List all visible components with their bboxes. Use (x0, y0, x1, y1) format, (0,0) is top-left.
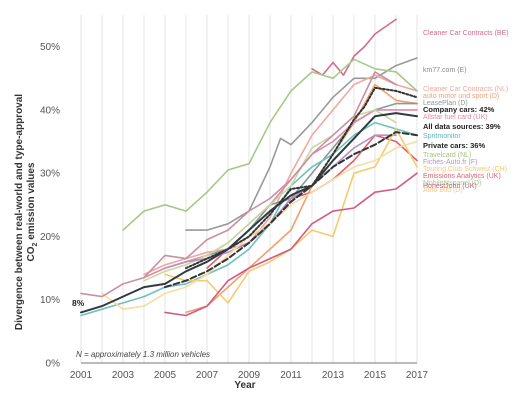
x-tick-label: 2011 (280, 370, 302, 381)
legend-item: LeasePlan (D) (423, 100, 468, 107)
legend-item: Company cars: 42% (423, 105, 495, 114)
legend-item: All data sources: 39% (423, 122, 501, 131)
x-axis-ticks: 2001 2003 2005 2007 2009 2011 2013 2015 2017 (70, 370, 429, 381)
y-axis-title: Divergence between real-world and type-a… (14, 94, 39, 330)
legend-item: HonestJohn (UK) (423, 183, 477, 190)
x-tick-label: 2013 (322, 370, 345, 381)
legend-item: Mobilitätspanel (D) (423, 180, 481, 187)
legend-item: Emissions Analytics (UK) (423, 173, 501, 180)
y-tick-label: 40% (40, 105, 60, 116)
series-line-cleaner-car-contracts-be (311, 18, 397, 76)
series-lines (80, 18, 418, 317)
series-line-all-data-sources-39 (80, 112, 418, 314)
y-axis-title-co: CO (26, 246, 37, 261)
y-tick-label: 50% (40, 42, 60, 53)
series-line-fiches-auto-fr-f (164, 134, 397, 269)
legend-item: Cleaner Car Contracts (BE) (423, 30, 509, 37)
x-tick-label: 2005 (154, 370, 177, 381)
legend-item: Spritmonitor (423, 133, 461, 140)
x-tick-label: 2003 (112, 370, 135, 381)
y-axis-ticks: 0% 10% 20% 30% 40% 50% (40, 42, 60, 369)
legend-item: Allstar fuel card (UK) (423, 114, 488, 121)
sample-size-annotation: N = approximately 1.3 million vehicles (76, 350, 210, 359)
x-tick-label: 2007 (196, 370, 219, 381)
series-line-private-cars-36 (164, 131, 418, 289)
legend-item: Auto Bild (D) (423, 187, 463, 194)
legend-item: auto motor und sport (D) (423, 93, 499, 100)
y-axis-title-sub: 2 (32, 242, 39, 246)
legend-item: Touring Club Schweiz (CH) (423, 166, 507, 173)
y-tick-label: 20% (40, 232, 60, 243)
series-line-cleaner-car-contracts-nl (143, 74, 418, 276)
y-axis-title-line2: CO2 emission values (26, 162, 39, 261)
x-axis-title: Year (234, 380, 255, 391)
series-line-km77-com-e (185, 57, 418, 231)
legend-item: Cleaner Car Contracts (NL) (423, 86, 508, 93)
y-tick-label: 0% (46, 359, 61, 370)
y-axis-title-line1: Divergence between real-world and type-a… (14, 94, 25, 330)
x-tick-label: 2017 (406, 370, 429, 381)
y-tick-label: 30% (40, 169, 60, 180)
y-tick-label: 10% (40, 295, 60, 306)
x-tick-label: 2001 (70, 370, 93, 381)
y-axis-title-rest: emission values (26, 162, 37, 242)
series-line-mobilit-tspanel-d (122, 58, 418, 231)
series-line-extra-series (80, 71, 397, 298)
legend-item: Travelcard (NL) (423, 152, 471, 159)
series-line-auto-bild-d (101, 140, 418, 310)
grid-lines (80, 15, 418, 364)
start-value-label: 8% (72, 298, 85, 308)
legend-item: Private cars: 36% (423, 141, 485, 150)
x-tick-label: 2015 (364, 370, 387, 381)
legend-item: km77.com (E) (423, 67, 467, 74)
series-line-honestjohn-uk (164, 172, 418, 317)
series-line-auto-motor-und-sport-d (185, 83, 418, 314)
x-tick-label: 2009 (238, 370, 261, 381)
legend-item: Fiches-Auto.fr (F) (423, 159, 477, 166)
legend: Cleaner Car Contracts (BE) km77.com (E) Cl… (423, 30, 509, 194)
